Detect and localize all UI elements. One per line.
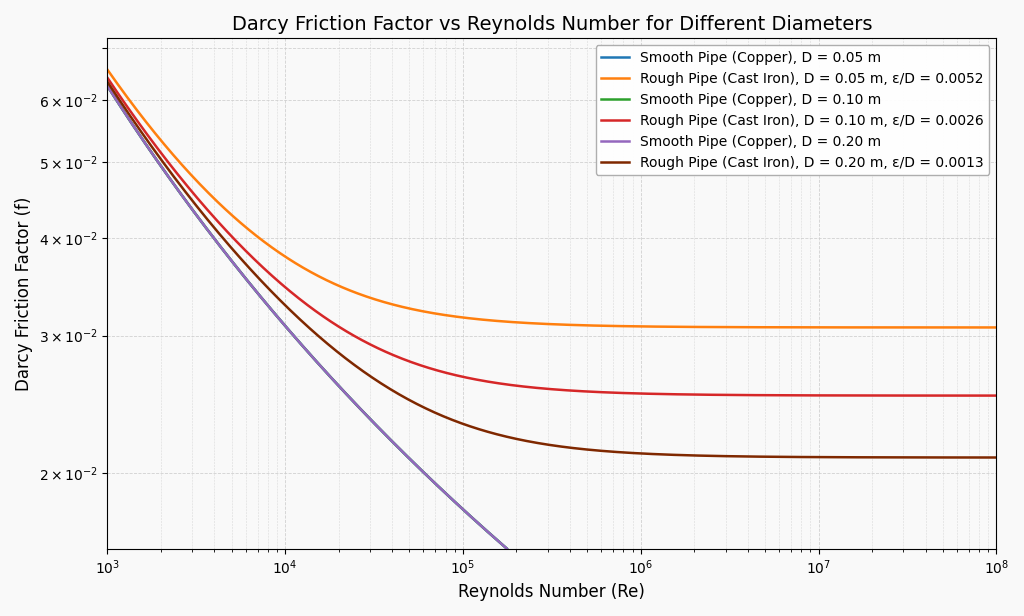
X-axis label: Reynolds Number (Re): Reynolds Number (Re) bbox=[459, 583, 645, 601]
Smooth Pipe (Copper), D = 0.10 m bbox=[478, 525, 490, 533]
Rough Pipe (Cast Iron), D = 0.10 m, ε/D = 0.0026 bbox=[775, 392, 787, 399]
Smooth Pipe (Copper), D = 0.10 m bbox=[501, 545, 513, 552]
Line: Rough Pipe (Cast Iron), D = 0.20 m, ε/D = 0.0013: Rough Pipe (Cast Iron), D = 0.20 m, ε/D … bbox=[108, 82, 996, 458]
Rough Pipe (Cast Iron), D = 0.10 m, ε/D = 0.0026 bbox=[641, 390, 653, 397]
Rough Pipe (Cast Iron), D = 0.10 m, ε/D = 0.0026 bbox=[101, 74, 114, 81]
Y-axis label: Darcy Friction Factor (f): Darcy Friction Factor (f) bbox=[15, 197, 33, 391]
Rough Pipe (Cast Iron), D = 0.20 m, ε/D = 0.0013 bbox=[866, 453, 879, 461]
Rough Pipe (Cast Iron), D = 0.20 m, ε/D = 0.0013 bbox=[990, 454, 1002, 461]
Rough Pipe (Cast Iron), D = 0.20 m, ε/D = 0.0013 bbox=[668, 451, 680, 458]
Smooth Pipe (Copper), D = 0.20 m bbox=[220, 251, 232, 258]
Rough Pipe (Cast Iron), D = 0.20 m, ε/D = 0.0013 bbox=[641, 450, 653, 458]
Line: Smooth Pipe (Copper), D = 0.10 m: Smooth Pipe (Copper), D = 0.10 m bbox=[108, 86, 507, 548]
Rough Pipe (Cast Iron), D = 0.20 m, ε/D = 0.0013 bbox=[775, 453, 787, 461]
Line: Rough Pipe (Cast Iron), D = 0.10 m, ε/D = 0.0026: Rough Pipe (Cast Iron), D = 0.10 m, ε/D … bbox=[108, 78, 996, 395]
Smooth Pipe (Copper), D = 0.05 m bbox=[478, 525, 490, 533]
Smooth Pipe (Copper), D = 0.20 m bbox=[101, 82, 114, 89]
Smooth Pipe (Copper), D = 0.05 m bbox=[275, 318, 288, 326]
Rough Pipe (Cast Iron), D = 0.05 m, ε/D = 0.0052 bbox=[775, 323, 787, 331]
Rough Pipe (Cast Iron), D = 0.10 m, ε/D = 0.0026 bbox=[866, 392, 879, 399]
Rough Pipe (Cast Iron), D = 0.20 m, ε/D = 0.0013 bbox=[617, 449, 630, 456]
Rough Pipe (Cast Iron), D = 0.20 m, ε/D = 0.0013 bbox=[156, 157, 168, 164]
Rough Pipe (Cast Iron), D = 0.05 m, ε/D = 0.0052 bbox=[156, 138, 168, 145]
Smooth Pipe (Copper), D = 0.20 m bbox=[233, 267, 246, 275]
Smooth Pipe (Copper), D = 0.10 m bbox=[241, 275, 253, 283]
Rough Pipe (Cast Iron), D = 0.05 m, ε/D = 0.0052 bbox=[990, 324, 1002, 331]
Rough Pipe (Cast Iron), D = 0.10 m, ε/D = 0.0026 bbox=[617, 389, 630, 397]
Rough Pipe (Cast Iron), D = 0.05 m, ε/D = 0.0052 bbox=[668, 323, 680, 330]
Smooth Pipe (Copper), D = 0.10 m bbox=[151, 156, 163, 163]
Smooth Pipe (Copper), D = 0.10 m bbox=[275, 318, 288, 326]
Title: Darcy Friction Factor vs Reynolds Number for Different Diameters: Darcy Friction Factor vs Reynolds Number… bbox=[231, 15, 872, 34]
Rough Pipe (Cast Iron), D = 0.10 m, ε/D = 0.0026 bbox=[990, 392, 1002, 399]
Smooth Pipe (Copper), D = 0.10 m bbox=[233, 267, 246, 275]
Smooth Pipe (Copper), D = 0.05 m bbox=[241, 275, 253, 283]
Smooth Pipe (Copper), D = 0.05 m bbox=[101, 82, 114, 89]
Line: Smooth Pipe (Copper), D = 0.20 m: Smooth Pipe (Copper), D = 0.20 m bbox=[108, 86, 507, 548]
Smooth Pipe (Copper), D = 0.05 m bbox=[220, 251, 232, 258]
Legend: Smooth Pipe (Copper), D = 0.05 m, Rough Pipe (Cast Iron), D = 0.05 m, ε/D = 0.00: Smooth Pipe (Copper), D = 0.05 m, Rough … bbox=[596, 46, 989, 175]
Line: Rough Pipe (Cast Iron), D = 0.05 m, ε/D = 0.0052: Rough Pipe (Cast Iron), D = 0.05 m, ε/D … bbox=[108, 70, 996, 328]
Smooth Pipe (Copper), D = 0.05 m bbox=[233, 267, 246, 275]
Smooth Pipe (Copper), D = 0.05 m bbox=[151, 156, 163, 163]
Rough Pipe (Cast Iron), D = 0.05 m, ε/D = 0.0052 bbox=[641, 323, 653, 330]
Rough Pipe (Cast Iron), D = 0.20 m, ε/D = 0.0013 bbox=[101, 78, 114, 86]
Smooth Pipe (Copper), D = 0.10 m bbox=[220, 251, 232, 258]
Rough Pipe (Cast Iron), D = 0.05 m, ε/D = 0.0052 bbox=[617, 322, 630, 330]
Smooth Pipe (Copper), D = 0.20 m bbox=[151, 156, 163, 163]
Smooth Pipe (Copper), D = 0.20 m bbox=[478, 525, 490, 533]
Smooth Pipe (Copper), D = 0.10 m bbox=[101, 82, 114, 89]
Rough Pipe (Cast Iron), D = 0.10 m, ε/D = 0.0026 bbox=[156, 150, 168, 158]
Line: Smooth Pipe (Copper), D = 0.05 m: Smooth Pipe (Copper), D = 0.05 m bbox=[108, 86, 507, 548]
Smooth Pipe (Copper), D = 0.20 m bbox=[275, 318, 288, 326]
Smooth Pipe (Copper), D = 0.05 m bbox=[501, 545, 513, 552]
Smooth Pipe (Copper), D = 0.20 m bbox=[241, 275, 253, 283]
Rough Pipe (Cast Iron), D = 0.05 m, ε/D = 0.0052 bbox=[866, 324, 879, 331]
Smooth Pipe (Copper), D = 0.20 m bbox=[501, 545, 513, 552]
Rough Pipe (Cast Iron), D = 0.05 m, ε/D = 0.0052 bbox=[101, 66, 114, 73]
Rough Pipe (Cast Iron), D = 0.10 m, ε/D = 0.0026 bbox=[668, 391, 680, 398]
